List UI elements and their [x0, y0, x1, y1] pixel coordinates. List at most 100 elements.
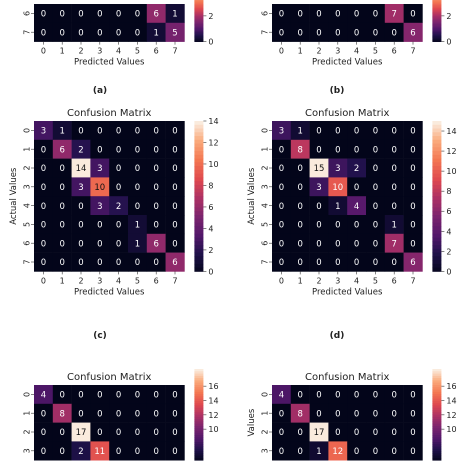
colorbar-segment-c	[194, 184, 204, 190]
x-axis-label-b: Predicted Values	[312, 58, 383, 68]
heatmap-cell-a	[146, 22, 166, 42]
y-tick-label-f: 2	[261, 429, 270, 434]
cell-value-c: 0	[41, 239, 46, 249]
x-tick-label-b: 6	[392, 47, 397, 56]
cell-value-c: 0	[78, 258, 83, 268]
heatmap-cell-c	[71, 233, 91, 253]
heatmap-cell-d	[347, 233, 367, 253]
y-tick-label-c: 3	[23, 184, 32, 189]
cell-value-d: 0	[410, 145, 415, 155]
heatmap-cell-c	[128, 158, 148, 178]
heatmap-cell-e	[52, 422, 72, 442]
colorbar-segment-c	[194, 203, 204, 208]
x-tick-label-b: 4	[354, 47, 359, 56]
cell-value-e: 0	[153, 391, 158, 401]
cell-value-f: 0	[354, 428, 359, 438]
x-tick-label-d: 0	[279, 276, 284, 285]
cell-value-c: 0	[172, 145, 177, 155]
cell-value-e: 0	[172, 447, 177, 457]
heatmap-cell-a	[71, 4, 91, 24]
cell-value-d: 3	[335, 164, 340, 174]
x-tick-label-c: 7	[172, 276, 177, 285]
cell-value-c: 0	[153, 164, 158, 174]
heatmap-cell-e	[52, 441, 72, 461]
cell-value-f: 0	[410, 391, 415, 401]
colorbar-segment-e	[194, 373, 204, 377]
heatmap-cell-a	[34, 22, 54, 42]
colorbar-segment-c	[194, 211, 204, 216]
colorbar-segment-d	[432, 245, 442, 250]
colorbar-segment-e	[194, 446, 204, 450]
heatmap-cell-d	[328, 177, 348, 197]
colorbar-segment-f	[432, 414, 442, 418]
cell-value-d: 0	[316, 145, 321, 155]
colorbar-segment-b	[432, 21, 442, 24]
y-tick-label-d: 3	[261, 184, 270, 189]
cell-value-a: 0	[97, 28, 102, 38]
heatmap-cell-d	[328, 196, 348, 216]
cell-value-f: 0	[297, 447, 302, 457]
colorbar-segment-a	[194, 38, 204, 41]
heatmap-cell-d	[309, 177, 329, 197]
colorbar-segment-d	[432, 203, 442, 208]
colorbar-segment-e	[194, 412, 204, 415]
heatmap-cell-f	[366, 385, 386, 405]
colorbar-segment-e	[194, 407, 204, 411]
cell-value-e: 2	[78, 447, 83, 457]
heatmap-cell-d	[347, 121, 367, 141]
heatmap-cell-f	[328, 403, 348, 423]
colorbar-segment-f	[432, 437, 442, 441]
colorbar-segment-e	[194, 378, 204, 381]
colorbar-segment-e	[194, 414, 204, 418]
heatmap-cell-d	[384, 196, 404, 216]
colorbar-segment-e	[194, 428, 204, 431]
y-axis-label-f: Values	[247, 408, 257, 436]
colorbar-segment-a	[194, 26, 204, 29]
cell-value-c: 0	[135, 145, 140, 155]
y-tick-label-c: 6	[23, 241, 32, 246]
cell-value-c: 0	[153, 127, 158, 137]
cell-value-c: 0	[41, 145, 46, 155]
colorbar-tick-label-e: 16	[208, 382, 218, 391]
colorbar-segment-d	[432, 215, 442, 220]
cell-value-b: 0	[373, 10, 378, 20]
x-tick-label-d: 1	[298, 276, 303, 285]
cell-value-c: 0	[153, 183, 158, 193]
cell-value-c: 0	[59, 258, 64, 268]
x-tick-label-c: 1	[60, 276, 65, 285]
colorbar-segment-f	[432, 394, 442, 397]
colorbar-segment-d	[432, 267, 442, 272]
colorbar-tick-label-e: 12	[208, 411, 218, 420]
heatmap-cell-d	[403, 196, 423, 216]
colorbar-segment-f	[432, 428, 442, 431]
y-tick-label-f: 0	[261, 392, 270, 397]
colorbar-segment-a	[194, 20, 204, 22]
cell-value-e: 0	[97, 409, 102, 419]
cell-value-d: 0	[297, 183, 302, 193]
x-tick-label-c: 0	[41, 276, 46, 285]
cell-value-c: 0	[116, 221, 121, 231]
colorbar-segment-d	[432, 139, 442, 144]
x-tick-label-a: 2	[78, 47, 83, 56]
colorbar-segment-a	[194, 14, 204, 17]
cell-value-d: 0	[279, 258, 284, 268]
cell-value-c: 0	[116, 145, 121, 155]
y-tick-label-d: 7	[261, 259, 270, 264]
colorbar-segment-d	[432, 248, 442, 253]
cell-value-a: 0	[135, 10, 140, 20]
cell-value-e: 0	[116, 391, 121, 401]
colorbar-segment-f	[432, 382, 442, 386]
cell-value-d: 2	[354, 164, 359, 174]
cell-value-e: 0	[78, 391, 83, 401]
colorbar-segment-e	[194, 432, 204, 436]
colorbar-segment-a	[194, 33, 204, 36]
colorbar-tick-label-d: 10	[446, 167, 456, 176]
colorbar-tick-label-c: 0	[208, 267, 213, 276]
colorbar-segment-b	[432, 12, 442, 14]
cell-value-c: 0	[172, 164, 177, 174]
colorbar-segment-b	[432, 25, 442, 28]
colorbar-segment-b	[432, 5, 442, 8]
heatmap-cell-d	[347, 139, 367, 159]
cell-value-a: 0	[97, 10, 102, 20]
colorbar-segment-a	[194, 25, 204, 28]
